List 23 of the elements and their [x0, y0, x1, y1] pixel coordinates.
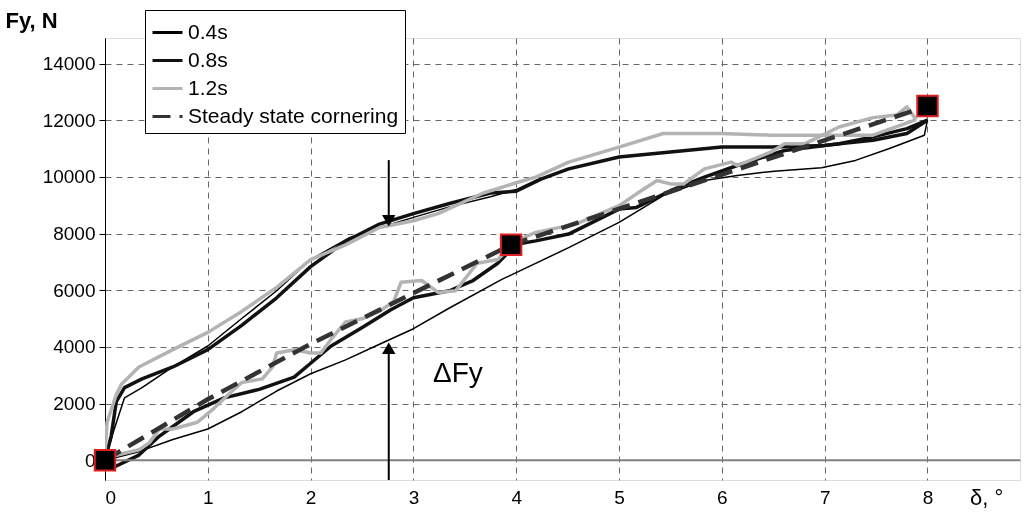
x-tick-label: 8 — [922, 486, 934, 508]
legend-label: 0.8s — [188, 47, 228, 71]
x-tick-label: 5 — [614, 486, 625, 508]
x-tick-label: 1 — [203, 486, 214, 508]
y-tick-label: 2000 — [53, 393, 96, 414]
x-tick-label: 6 — [717, 486, 728, 508]
y-tick-label: 4000 — [53, 336, 96, 358]
legend-label: 1.2s — [188, 75, 228, 99]
x-tick-label: 2 — [305, 486, 317, 508]
y-axis-title: Fy, N — [5, 7, 58, 33]
y-tick-label: 14000 — [42, 53, 96, 74]
legend-label: Steady state cornering — [188, 103, 399, 127]
legend-label: 0.4s — [188, 19, 228, 43]
x-axis-title: δ, ° — [970, 485, 1004, 510]
x-tick-label: 3 — [408, 486, 420, 508]
x-tick-label: 7 — [819, 486, 831, 508]
y-tick-label: 12000 — [42, 109, 96, 131]
x-tick-label: 0 — [105, 486, 117, 508]
annotation: ΔFy — [433, 357, 483, 388]
y-tick-label: 8000 — [53, 223, 96, 244]
x-tick-label: 4 — [511, 486, 523, 508]
y-tick-label: 6000 — [53, 279, 96, 301]
y-tick-label: 10000 — [42, 166, 96, 188]
